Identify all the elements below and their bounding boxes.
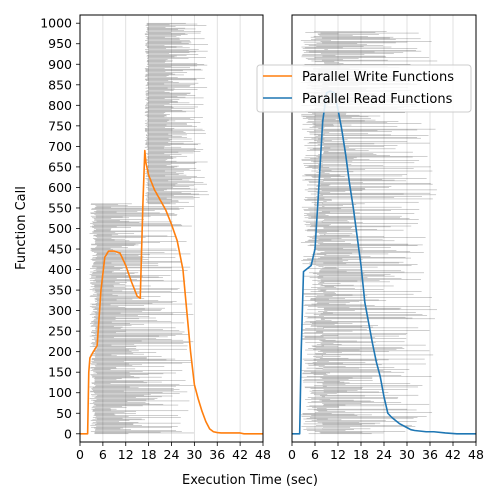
left-x-tick-label: 30 bbox=[186, 447, 202, 462]
left-y-tick-label: 350 bbox=[48, 283, 72, 298]
left-y-tick-label: 100 bbox=[48, 385, 72, 400]
right-x-ticks: 0 6 12 18 24 30 36 42 48 bbox=[288, 442, 484, 462]
right-x-tick-label: 18 bbox=[353, 447, 369, 462]
right-x-tick-label: 0 bbox=[288, 447, 296, 462]
left-y-tick-label: 250 bbox=[48, 324, 72, 339]
left-x-tick-label: 42 bbox=[232, 447, 248, 462]
left-y-tick-label: 950 bbox=[48, 36, 72, 51]
left-y-tick-label: 800 bbox=[48, 98, 72, 113]
left-y-tick-label: 850 bbox=[48, 77, 72, 92]
left-execution-bars bbox=[89, 23, 210, 434]
left-y-tick-label: 200 bbox=[48, 344, 72, 359]
left-y-tick-label: 400 bbox=[48, 262, 72, 277]
left-y-tick-label: 150 bbox=[48, 365, 72, 380]
left-y-tick-label: 650 bbox=[48, 159, 72, 174]
left-x-tick-label: 12 bbox=[118, 447, 134, 462]
right-x-tick-label: 6 bbox=[311, 447, 319, 462]
legend-box bbox=[256, 64, 472, 113]
left-series bbox=[80, 149, 263, 435]
legend-write-label: Parallel Write Functions bbox=[302, 70, 454, 85]
right-x-tick-label: 12 bbox=[330, 447, 346, 462]
left-y-tick-label: 1000 bbox=[40, 16, 72, 31]
right-panel: 0 6 12 18 24 30 36 42 48 bbox=[288, 14, 484, 462]
legend-read-label: Parallel Read Functions bbox=[302, 92, 453, 107]
left-x-ticks: 0 6 12 18 24 30 36 42 48 bbox=[76, 442, 271, 462]
left-x-tick-label: 0 bbox=[76, 447, 84, 462]
right-execution-bars bbox=[300, 31, 438, 434]
left-y-tick-label: 50 bbox=[56, 406, 72, 421]
left-y-tick-label: 0 bbox=[64, 426, 72, 441]
left-y-tick-label: 700 bbox=[48, 139, 72, 154]
left-y-tick-label: 900 bbox=[48, 57, 72, 72]
left-x-tick-label: 36 bbox=[209, 447, 225, 462]
right-x-tick-label: 24 bbox=[376, 447, 392, 462]
left-y-tick-label: 600 bbox=[48, 180, 72, 195]
left-x-tick-label: 6 bbox=[99, 447, 107, 462]
right-x-tick-label: 48 bbox=[468, 447, 484, 462]
left-y-tick-label: 300 bbox=[48, 303, 72, 318]
right-series bbox=[292, 90, 476, 435]
left-y-tick-label: 550 bbox=[48, 200, 72, 215]
left-x-tick-label: 24 bbox=[164, 447, 180, 462]
left-y-tick-label: 750 bbox=[48, 118, 72, 133]
y-axis-label: Function Call bbox=[14, 186, 29, 270]
legend: Parallel Write Functions Parallel Read F… bbox=[256, 64, 472, 113]
left-x-tick-label: 18 bbox=[141, 447, 157, 462]
x-axis-label: Execution Time (sec) bbox=[182, 473, 318, 488]
left-y-tick-label: 500 bbox=[48, 221, 72, 236]
right-x-tick-label: 36 bbox=[422, 447, 438, 462]
left-series-line bbox=[80, 149, 263, 435]
right-x-tick-label: 42 bbox=[445, 447, 461, 462]
left-x-tick-label: 48 bbox=[255, 447, 271, 462]
right-x-tick-label: 30 bbox=[399, 447, 415, 462]
left-y-tick-label: 450 bbox=[48, 242, 72, 257]
left-y-ticks: 0 50 100 150 200 250 300 350 400 450 500 550 600 650 7… bbox=[40, 16, 80, 441]
right-series-line bbox=[292, 90, 476, 435]
